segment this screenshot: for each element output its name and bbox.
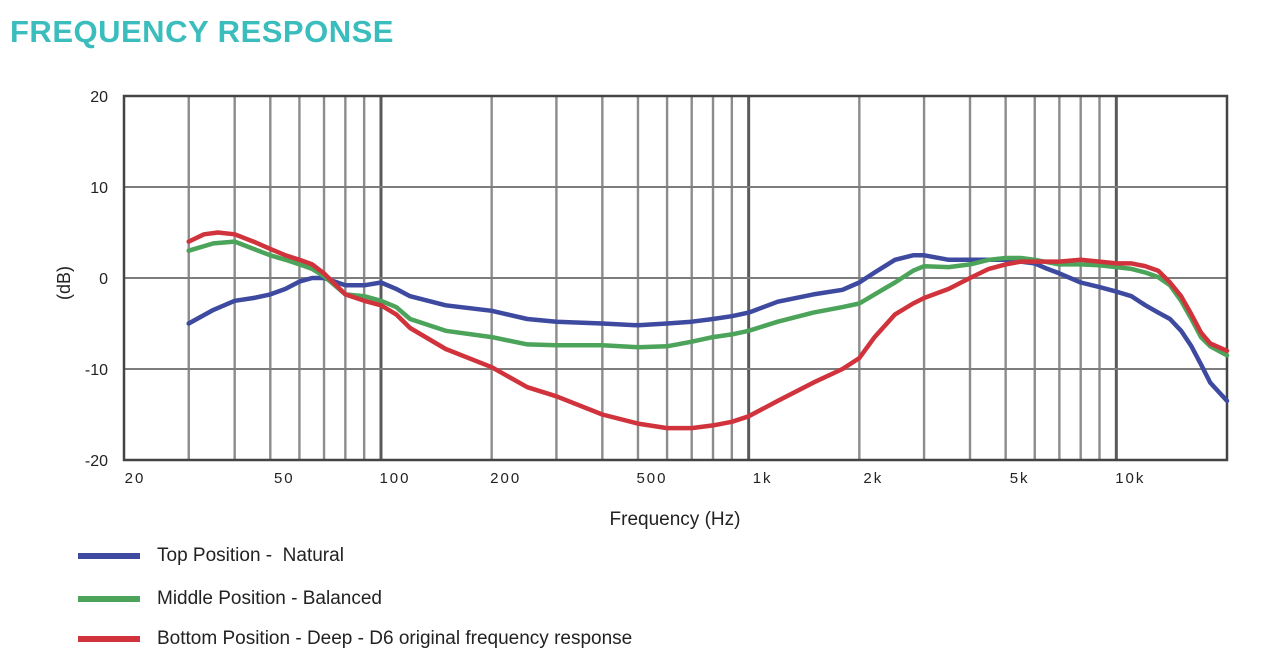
x-tick-label: 100 — [379, 470, 410, 487]
y-tick-label: -10 — [85, 362, 108, 379]
x-tick-label: 10k — [1115, 470, 1145, 487]
x-axis-label: Frequency (Hz) — [610, 509, 741, 530]
major-gridlines — [124, 95, 1227, 461]
x-tick-label: 1k — [753, 470, 773, 487]
x-tick-label: 2k — [863, 470, 883, 487]
legend-item-middle: Middle Position - Balanced — [78, 582, 778, 612]
legend-swatch-bottom — [78, 636, 140, 642]
legend-item-bottom: Bottom Position - Deep - D6 original fre… — [78, 622, 778, 652]
legend-label-middle: Middle Position - Balanced — [157, 588, 382, 609]
y-tick-label: 10 — [90, 180, 108, 197]
page-title: FREQUENCY RESPONSE — [10, 14, 394, 49]
x-tick-label: 50 — [274, 470, 295, 487]
legend-label-top: Top Position - Natural — [157, 545, 344, 566]
x-tick-label: 5k — [1010, 470, 1030, 487]
series-layer — [186, 230, 1230, 431]
legend-item-top: Top Position - Natural — [78, 539, 778, 569]
series-line-bottom — [186, 230, 1230, 431]
x-tick-label: 500 — [636, 470, 667, 487]
x-tick-labels: 20 50 100 200 500 1k 2k 5k 10k — [125, 470, 1145, 487]
y-tick-label: 0 — [99, 271, 108, 288]
legend-swatch-top — [78, 553, 140, 559]
y-tick-labels: 20 10 0 -10 -20 — [85, 89, 108, 470]
y-tick-label: -20 — [85, 453, 108, 470]
series-line-top — [186, 253, 1230, 404]
x-tick-label: 200 — [490, 470, 521, 487]
x-tick-label: 20 — [125, 470, 146, 487]
legend-label-bottom: Bottom Position - Deep - D6 original fre… — [157, 628, 633, 649]
plot-frame — [122, 94, 1229, 462]
legend-swatch-middle — [78, 596, 140, 602]
y-axis-label: (dB) — [54, 266, 74, 300]
y-tick-label: 20 — [90, 89, 108, 106]
